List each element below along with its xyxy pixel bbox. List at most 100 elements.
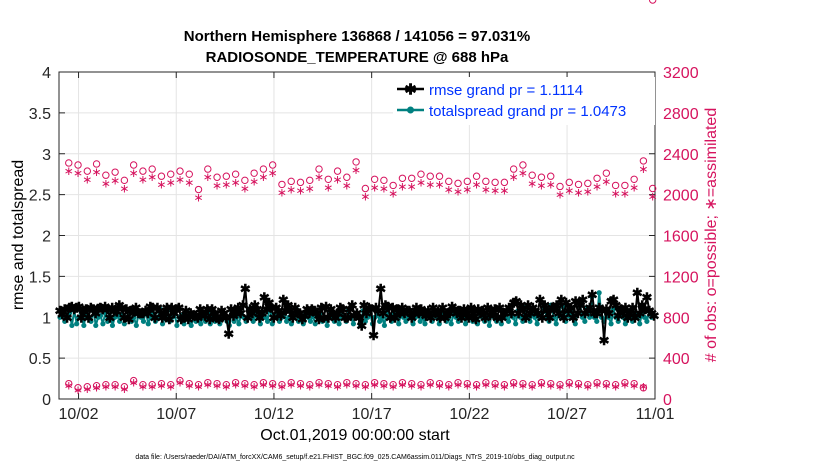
totalspread-marker — [343, 318, 349, 324]
obs-assimilated-marker: ∗ — [212, 178, 222, 192]
rmse-marker: ✱ — [523, 298, 534, 313]
x-tick-label: 11/01 — [636, 406, 675, 423]
totalspread-marker — [117, 318, 123, 324]
totalspread-marker — [596, 290, 602, 296]
rmse-marker: ✱ — [554, 306, 565, 321]
obs-possible-marker — [194, 185, 203, 194]
obs-assimilated-marker: ∗ — [648, 190, 658, 204]
totalspread-marker — [553, 321, 559, 327]
rmse-marker: ✱ — [430, 306, 441, 321]
rmse-marker: ✱ — [340, 310, 351, 325]
obs-assimilated-marker: ∗ — [221, 177, 231, 191]
obs-assimilated-marker: ∗ — [499, 184, 509, 198]
obs-low-possible-marker — [408, 379, 416, 388]
rmse-marker: ✱ — [508, 296, 519, 311]
rmse-marker: ✱ — [235, 306, 246, 321]
obs-possible-marker — [102, 171, 110, 179]
rmse-marker: ✱ — [641, 290, 652, 305]
obs-assimilated-marker: ∗ — [444, 182, 454, 196]
obs-low-assimilated-marker: ∗ — [351, 379, 361, 393]
rmse-marker: ✱ — [404, 304, 415, 319]
rmse-marker: ✱ — [487, 306, 498, 321]
totalspread-marker — [281, 310, 287, 316]
rmse-marker: ✱ — [449, 302, 460, 317]
obs-possible-marker — [537, 173, 546, 181]
x-axis-ticks: 10/02 10/07 10/12 10/17 10/22 10/27 11/01 — [59, 72, 675, 423]
obs-low-possible-marker — [231, 378, 240, 387]
totalspread-marker — [295, 318, 302, 324]
obs-low-possible-marker — [268, 379, 277, 388]
rmse-marker: ✱ — [632, 286, 643, 301]
obs-possible-marker — [296, 178, 305, 187]
rmse-marker: ✱ — [406, 310, 417, 325]
rmse-marker: ✱ — [608, 292, 619, 307]
totalspread-marker — [470, 318, 476, 324]
rmse-marker: ✱ — [100, 300, 111, 315]
obs-low-possible-marker — [185, 379, 193, 388]
totalspread-marker — [637, 321, 643, 327]
totalspread-marker — [253, 310, 259, 316]
obs-low-possible-marker — [157, 379, 166, 388]
obs-possible-marker — [574, 180, 583, 189]
obs-low-assimilated-marker: ∗ — [453, 378, 463, 392]
obs-possible-marker — [129, 161, 138, 169]
totalspread-marker — [250, 318, 256, 324]
obs-low-assimilated-marker: ∗ — [416, 380, 426, 394]
rmse-marker: ✱ — [601, 302, 612, 317]
obs-assimilated-marker: ∗ — [583, 185, 593, 199]
rmse-marker: ✱ — [496, 310, 507, 325]
rmse-marker: ✱ — [575, 298, 586, 313]
obs-low-assimilated-marker: ∗ — [462, 379, 472, 393]
rmse-marker: ✱ — [292, 306, 303, 321]
rmse-marker: ✱ — [544, 310, 555, 325]
totalspread-marker — [276, 318, 283, 324]
rmse-marker: ✱ — [264, 296, 275, 311]
totalspread-marker — [138, 314, 144, 320]
totalspread-marker — [491, 314, 497, 320]
rmse-marker: ✱ — [413, 306, 424, 321]
rmse-marker: ✱ — [318, 310, 329, 325]
obs-assimilated-marker: ∗ — [416, 175, 426, 189]
obs-low-possible-marker — [398, 378, 407, 387]
rmse-marker: ✱ — [613, 309, 624, 324]
rmse-marker: ✱ — [494, 300, 505, 315]
obs-assimilated-marker: ∗ — [434, 177, 444, 191]
rmse-marker: ✱ — [573, 306, 584, 321]
obs-low-possible-marker — [380, 379, 388, 388]
obs-assimilated-marker: ∗ — [147, 170, 157, 184]
obs-low-assimilated-marker: ∗ — [444, 380, 454, 394]
rmse-marker: ✱ — [278, 292, 289, 307]
obs-possible-marker — [398, 174, 407, 182]
rmse-marker: ✱ — [266, 300, 277, 315]
rmse-marker: ✱ — [442, 306, 453, 321]
rmse-marker: ✱ — [335, 300, 346, 315]
totalspread-marker — [114, 313, 120, 319]
rmse-marker: ✱ — [466, 300, 477, 315]
totalspread-marker — [212, 318, 218, 324]
rmse-marker: ✱ — [207, 302, 218, 317]
rmse-marker: ✱ — [382, 300, 393, 315]
totalspread-marker — [510, 314, 516, 320]
rmse-marker: ✱ — [425, 310, 436, 325]
totalspread-marker — [551, 314, 557, 320]
right-y-tick-label: 2400 — [663, 147, 699, 164]
rmse-marker: ✱ — [463, 310, 474, 325]
rmse-marker: ✱ — [518, 302, 529, 317]
obs-low-possible-marker — [472, 380, 481, 389]
rmse-marker: ✱ — [190, 309, 201, 324]
right-y-tick-label: 2800 — [663, 106, 699, 123]
totalspread-marker — [567, 314, 574, 320]
totalspread-marker — [62, 318, 68, 324]
rmse-marker: ✱ — [121, 302, 132, 317]
rmse-marker: ✱ — [354, 310, 365, 325]
rmse-marker: ✱ — [639, 302, 650, 317]
rmse-marker: ✱ — [97, 302, 108, 317]
obs-low-assimilated-marker: ∗ — [147, 380, 157, 394]
rmse-series: ✱✱✱✱✱✱✱✱✱✱✱✱✱✱✱✱✱✱✱✱✱✱✱✱✱✱✱✱✱✱✱✱✱✱✱✱✱✱✱✱… — [55, 282, 660, 349]
totalspread-marker — [608, 321, 614, 327]
totalspread-marker — [202, 318, 209, 324]
rmse-marker: ✱ — [290, 300, 301, 315]
obs-possible-marker — [639, 157, 648, 165]
rmse-marker: ✱ — [131, 300, 142, 315]
obs-possible-marker — [556, 182, 564, 191]
